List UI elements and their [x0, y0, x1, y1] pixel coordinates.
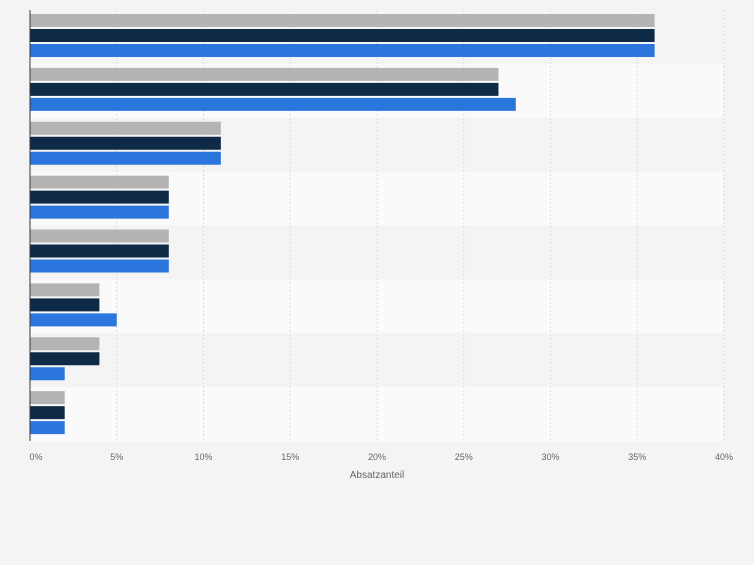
x-tick-label: 30%	[541, 452, 559, 462]
bar[interactable]	[30, 406, 65, 420]
x-axis-label: Absatzanteil	[350, 470, 404, 481]
bar[interactable]	[30, 229, 169, 243]
x-tick-label: 5%	[110, 452, 123, 462]
bar[interactable]	[30, 259, 169, 273]
x-tick-label: 20%	[368, 452, 386, 462]
bar[interactable]	[30, 244, 169, 258]
bar[interactable]	[30, 205, 169, 219]
x-tick-label: 0%	[29, 452, 42, 462]
bar[interactable]	[30, 136, 221, 150]
bar[interactable]	[30, 352, 100, 366]
bar[interactable]	[30, 190, 169, 204]
bar[interactable]	[30, 97, 516, 111]
bar[interactable]	[30, 283, 100, 297]
bar[interactable]	[30, 44, 655, 57]
bar[interactable]	[30, 421, 65, 435]
bar[interactable]	[30, 298, 100, 312]
bar[interactable]	[30, 313, 117, 327]
x-tick-label: 35%	[628, 452, 646, 462]
bar[interactable]	[30, 82, 499, 96]
x-tick-label: 15%	[281, 452, 299, 462]
x-tick-label: 10%	[194, 452, 212, 462]
bars-group	[30, 14, 655, 435]
bar[interactable]	[30, 14, 655, 27]
x-tick-label: 40%	[715, 452, 733, 462]
bar[interactable]	[30, 391, 65, 405]
x-tick-labels: 0% 5% 10% 15% 20% 25% 30% 35% 40%	[29, 452, 733, 462]
bar[interactable]	[30, 151, 221, 165]
bar[interactable]	[30, 29, 655, 42]
x-tick-label: 25%	[455, 452, 473, 462]
bar[interactable]	[30, 367, 65, 381]
bar[interactable]	[30, 67, 499, 81]
bar[interactable]	[30, 121, 221, 135]
bar[interactable]	[30, 175, 169, 189]
bar[interactable]	[30, 337, 100, 351]
